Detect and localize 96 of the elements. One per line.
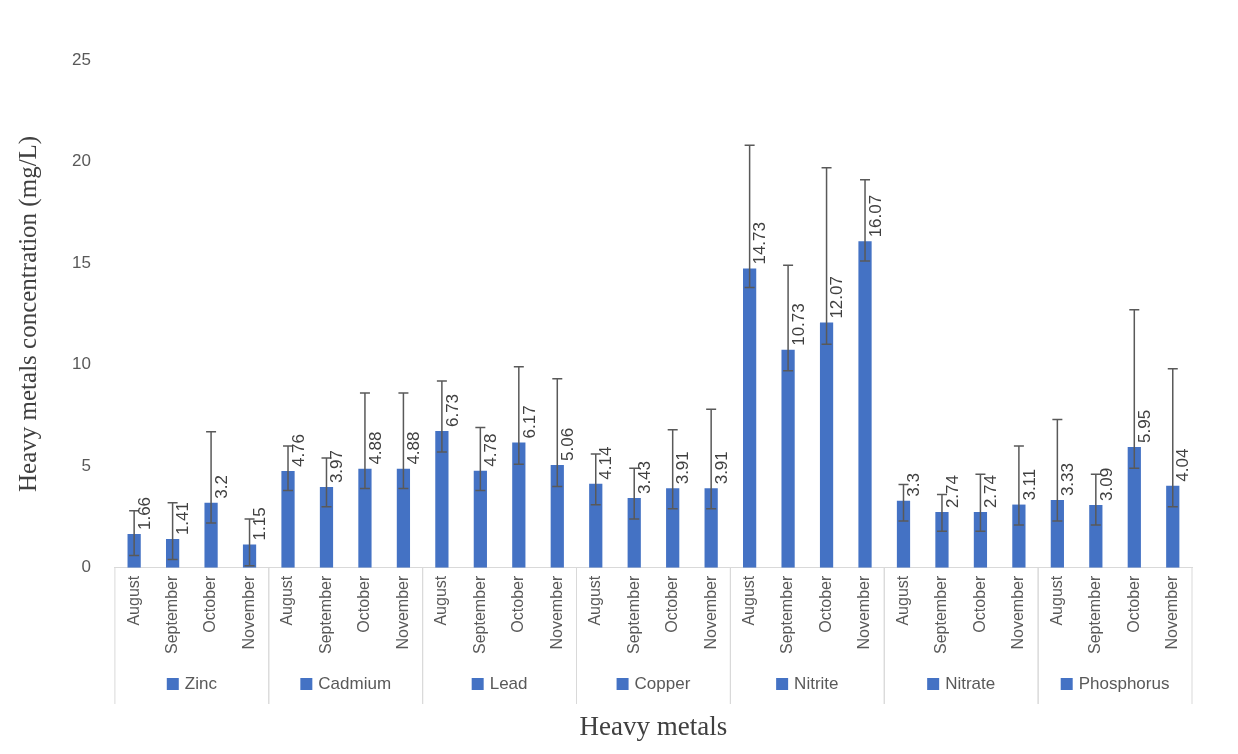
x-tick-label: August <box>1047 575 1065 626</box>
bar <box>550 464 564 568</box>
legend-label: Copper <box>634 673 691 693</box>
x-tick-label: November <box>547 575 565 650</box>
data-label: 3.43 <box>634 460 654 495</box>
data-label: 3.97 <box>327 450 347 484</box>
data-label: 3.11 <box>1019 468 1039 501</box>
data-label: 3.33 <box>1058 463 1078 497</box>
y-tick-label: 15 <box>71 252 91 272</box>
x-tick-label: November <box>1009 575 1027 650</box>
data-label: 3.3 <box>904 473 924 497</box>
bar <box>704 488 718 568</box>
data-label: 16.07 <box>865 194 885 238</box>
bar <box>281 471 295 568</box>
bar <box>1127 446 1141 568</box>
data-label: 4.88 <box>365 431 385 465</box>
x-tick-label: August <box>893 575 911 626</box>
x-tick-label: November <box>239 575 257 650</box>
data-label: 6.73 <box>442 393 462 428</box>
x-tick-label: September <box>1086 575 1104 654</box>
x-tick-label: October <box>816 575 834 633</box>
legend-label: Zinc <box>184 673 218 693</box>
y-tick-label: 25 <box>71 49 91 69</box>
x-tick-label: September <box>163 575 181 654</box>
y-tick-label: 10 <box>71 354 91 374</box>
x-tick-label: October <box>509 575 527 633</box>
x-tick-label: September <box>316 575 334 654</box>
data-label: 2.74 <box>981 474 1001 509</box>
bar <box>1166 485 1180 568</box>
bar <box>396 468 411 568</box>
bar <box>743 268 757 568</box>
x-tick-label: November <box>393 575 411 650</box>
x-tick-label: September <box>470 575 488 654</box>
x-tick-label: November <box>1163 575 1181 650</box>
x-axis-title: Heavy metals <box>579 711 728 742</box>
data-label: 1.66 <box>134 496 154 531</box>
x-tick-label: October <box>970 575 988 633</box>
data-label: 3.91 <box>673 451 693 485</box>
x-tick-label: October <box>201 575 219 633</box>
data-label: 4.78 <box>481 433 501 467</box>
data-label: 5.06 <box>557 427 577 461</box>
data-label: 2.74 <box>942 474 962 509</box>
data-label: 1.41 <box>173 502 193 536</box>
data-label: 4.14 <box>596 446 616 480</box>
bar <box>1012 504 1026 568</box>
legend-label: Lead <box>489 673 528 693</box>
y-tick-label: 20 <box>71 151 91 171</box>
x-tick-label: August <box>740 575 758 626</box>
data-label: 14.73 <box>750 222 770 265</box>
x-tick-label: August <box>124 575 142 626</box>
x-tick-label: October <box>663 575 681 633</box>
y-tick-label: 0 <box>81 557 91 577</box>
data-label: 3.09 <box>1096 467 1116 501</box>
bar <box>473 470 487 568</box>
bar <box>1050 500 1064 568</box>
bar <box>666 488 680 568</box>
data-label: 3.2 <box>211 475 231 499</box>
data-label: 1.15 <box>250 507 270 541</box>
y-tick-label: 5 <box>81 455 91 475</box>
data-label: 12.07 <box>827 276 847 319</box>
bar <box>819 322 834 568</box>
bar <box>435 431 449 568</box>
data-label: 10.73 <box>788 303 808 346</box>
data-label: 3.91 <box>711 451 731 485</box>
x-tick-label: September <box>624 575 642 654</box>
data-label: 4.76 <box>288 433 308 468</box>
bar <box>358 468 372 568</box>
x-tick-label: September <box>778 575 796 654</box>
bar <box>1089 504 1103 568</box>
bar <box>589 483 603 568</box>
y-axis-title: Heavy metals concentration (mg/L) <box>13 135 42 492</box>
bar <box>627 498 641 568</box>
bar <box>319 487 334 568</box>
legend-label: Cadmium <box>318 673 392 693</box>
x-tick-label: August <box>278 575 296 626</box>
data-label: 4.04 <box>1173 448 1193 482</box>
bar <box>781 349 795 568</box>
data-label: 5.95 <box>1134 409 1154 443</box>
bar <box>896 500 911 568</box>
x-tick-label: November <box>701 575 719 650</box>
legend-label: Phosphorus <box>1078 673 1170 693</box>
bar <box>858 241 872 568</box>
data-label: 4.88 <box>404 431 424 465</box>
x-tick-label: November <box>855 575 873 650</box>
x-tick-label: October <box>1124 575 1142 633</box>
x-tick-label: October <box>355 575 373 633</box>
x-tick-label: August <box>432 575 450 626</box>
bar <box>973 512 988 568</box>
x-tick-label: September <box>932 575 950 654</box>
data-label: 6.17 <box>519 405 539 439</box>
legend-label: Nitrate <box>945 673 996 693</box>
bar <box>935 512 949 568</box>
legend-label: Nitrite <box>794 673 839 693</box>
x-tick-label: August <box>586 575 604 626</box>
bar <box>512 442 526 568</box>
bar <box>204 502 218 568</box>
